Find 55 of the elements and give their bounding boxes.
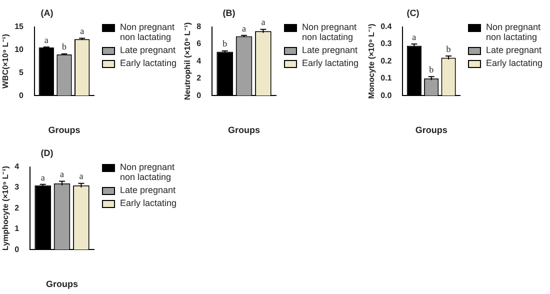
- y-tick-label: 0: [19, 90, 24, 100]
- y-axis-title: Monocyte (×10⁹ L⁻¹): [367, 23, 376, 99]
- data-label: a: [261, 17, 266, 28]
- chart-title: (B): [222, 8, 236, 18]
- chart-title: (C): [406, 8, 420, 18]
- y-tick-label: 1: [14, 224, 20, 234]
- legend-label: Non pregnant non lactating: [120, 162, 176, 182]
- y-tick-label: 6: [196, 39, 202, 48]
- legend-label: Early lactating: [486, 58, 544, 68]
- y-tick-label: 0.0: [380, 90, 392, 100]
- y-tick-label: 0: [196, 90, 202, 100]
- legend-label: Early lactating: [120, 198, 178, 208]
- y-axis-title: Neutrophil (×10⁹ L⁻¹): [183, 22, 192, 100]
- legend-label: Late pregnant: [486, 45, 543, 55]
- y-tick-label: 0.2: [380, 56, 392, 66]
- data-label: b: [62, 42, 67, 52]
- x-axis-title: Groups: [228, 125, 260, 136]
- y-tick-label: 4: [14, 162, 20, 172]
- data-label: b: [446, 44, 452, 54]
- legend-label: Non pregnant non lactating: [302, 22, 357, 42]
- y-tick-label: 0: [14, 244, 20, 254]
- data-label: a: [80, 26, 84, 36]
- data-label: a: [40, 172, 45, 182]
- y-tick-label: 8: [196, 22, 202, 32]
- legend-label: Non pregnant non lactating: [486, 22, 542, 42]
- x-axis-title: Groups: [46, 279, 78, 290]
- chart-title: (A): [40, 8, 54, 18]
- data-label: a: [44, 34, 48, 45]
- y-tick-label: 15: [14, 22, 24, 32]
- legend-label: Early lactating: [302, 58, 359, 68]
- data-label: b: [222, 38, 228, 49]
- y-tick-label: 0.3: [380, 39, 392, 48]
- y-tick-label: 0.1: [380, 74, 392, 83]
- y-tick-label: 5: [19, 68, 24, 77]
- chart-title: (D): [40, 148, 54, 158]
- legend-label: Late pregnant: [120, 185, 177, 195]
- y-axis-title: Lymphocyte (×10⁹ L⁻¹): [1, 166, 10, 250]
- y-tick-label: 10: [14, 44, 24, 54]
- legend-label: Late pregnant: [120, 45, 176, 55]
- x-axis-title: Groups: [415, 125, 448, 136]
- legend-label: Non pregnant non lactating: [120, 22, 175, 42]
- y-tick-label: 0.4: [380, 22, 392, 32]
- data-label: a: [412, 32, 416, 42]
- x-axis-title: Groups: [48, 125, 80, 136]
- y-tick-label: 2: [14, 203, 20, 212]
- data-label: a: [79, 171, 84, 182]
- y-tick-label: 4: [196, 56, 202, 66]
- data-label: b: [429, 64, 434, 75]
- legend-label: Early lactating: [120, 58, 177, 68]
- data-label: a: [60, 169, 64, 180]
- y-tick-label: 2: [196, 74, 202, 83]
- legend-label: Late pregnant: [302, 45, 358, 55]
- data-label: a: [242, 23, 246, 34]
- y-axis-title: WBC(×10⁹ L⁻¹): [1, 34, 10, 88]
- y-tick-label: 3: [14, 182, 20, 192]
